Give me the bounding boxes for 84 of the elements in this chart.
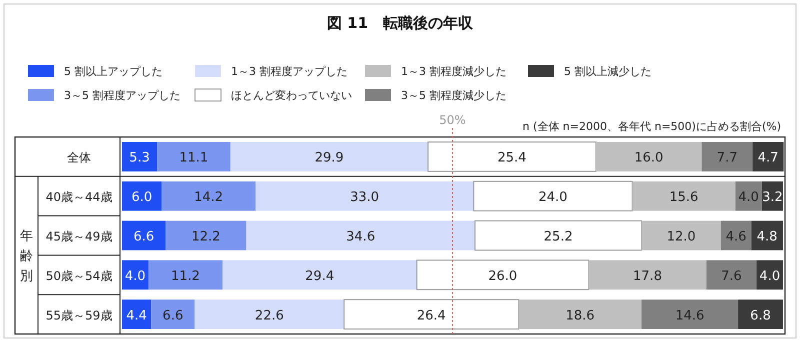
data-label: 4.6 [726, 230, 746, 244]
data-label: 25.4 [498, 150, 526, 166]
data-label: 14.2 [194, 190, 224, 206]
legend-label: ほとんど変わっていない [231, 89, 352, 102]
data-label: 7.6 [721, 268, 742, 284]
bar [642, 220, 721, 250]
data-label: 15.6 [669, 190, 698, 206]
bar [256, 181, 474, 211]
bar [706, 260, 757, 290]
bar [194, 300, 344, 329]
text: 年齢別 [20, 229, 33, 284]
data-label: 12.0 [666, 230, 696, 244]
legend-label: 5 割以上アップした [64, 65, 162, 78]
data-label: 22.6 [254, 308, 284, 324]
bar [642, 300, 738, 329]
bar [756, 260, 783, 290]
bar [230, 142, 428, 172]
bar [738, 300, 783, 329]
bar [702, 142, 753, 172]
data-label: 4.0 [738, 190, 759, 206]
data-label: 6.6 [133, 230, 154, 244]
bar [148, 260, 222, 290]
y-tick-label: 50歳～54歳 [46, 268, 112, 283]
data-label: 11.2 [170, 268, 200, 284]
y-tick-label: 45歳～49歳 [46, 230, 112, 244]
bar [596, 142, 702, 172]
bar [416, 260, 590, 290]
bar [344, 299, 520, 330]
bar [222, 260, 417, 290]
bar [518, 300, 642, 329]
data-label: 3.2 [762, 190, 783, 206]
bar [735, 181, 762, 211]
bar [122, 142, 158, 172]
legend-label: 5 割以上減少した [564, 65, 652, 78]
data-label: 24.0 [538, 190, 568, 206]
data-label: 4.4 [126, 308, 147, 324]
bar [157, 142, 230, 172]
y-tick-label: 全体 [67, 150, 91, 165]
data-label: 25.2 [544, 230, 573, 244]
data-label: 4.0 [759, 268, 780, 284]
text: n (全体 n=2000、各年代 n=500)に占める割合(%) [522, 120, 781, 133]
data-label: 4.0 [124, 268, 146, 284]
data-label: 12.2 [191, 230, 220, 244]
y-tick-label: 55歳～59歳 [46, 308, 112, 322]
legend-label: 3～5 割程度アップした [64, 89, 180, 102]
data-label: 6.8 [750, 308, 771, 324]
data-label: 34.6 [346, 230, 376, 244]
data-label: 11.1 [179, 150, 208, 166]
bar [474, 220, 642, 251]
data-label: 7.7 [716, 150, 738, 166]
legend-label: 3～5 割程度減少した [401, 89, 506, 102]
y-tick-label: 40歳～44歳 [46, 190, 112, 204]
data-label: 5.3 [129, 150, 150, 166]
data-label: 29.9 [314, 150, 344, 166]
bar [473, 180, 633, 212]
data-label: 33.0 [350, 190, 380, 206]
bar [122, 260, 148, 290]
data-label: 14.6 [675, 308, 704, 324]
bar [162, 181, 256, 211]
legend-label: 1～3 割程度減少した [401, 65, 506, 78]
bar [122, 181, 162, 211]
data-label: 26.0 [488, 268, 518, 284]
bar [720, 220, 752, 250]
bar [752, 142, 784, 172]
data-label: 16.0 [634, 150, 664, 166]
legend-label: 1～3 割程度アップした [231, 65, 348, 78]
data-label: 26.4 [416, 308, 446, 324]
bar [428, 142, 596, 172]
bar [588, 260, 706, 290]
bar [151, 300, 195, 329]
bar [122, 220, 166, 250]
bar [246, 220, 475, 250]
bar [122, 300, 152, 329]
bar [632, 181, 736, 211]
data-label: 6.0 [131, 190, 152, 206]
bar [166, 220, 246, 250]
data-label: 18.6 [566, 308, 595, 324]
data-label: 4.8 [756, 230, 778, 244]
data-label: 17.8 [633, 268, 662, 284]
data-label: 6.6 [162, 308, 184, 324]
chart-title: 図 11 転職後の年収 [326, 14, 474, 32]
ref-line-label: 50% [439, 113, 466, 127]
data-label: 29.4 [305, 268, 334, 284]
data-label: 4.7 [758, 150, 778, 166]
